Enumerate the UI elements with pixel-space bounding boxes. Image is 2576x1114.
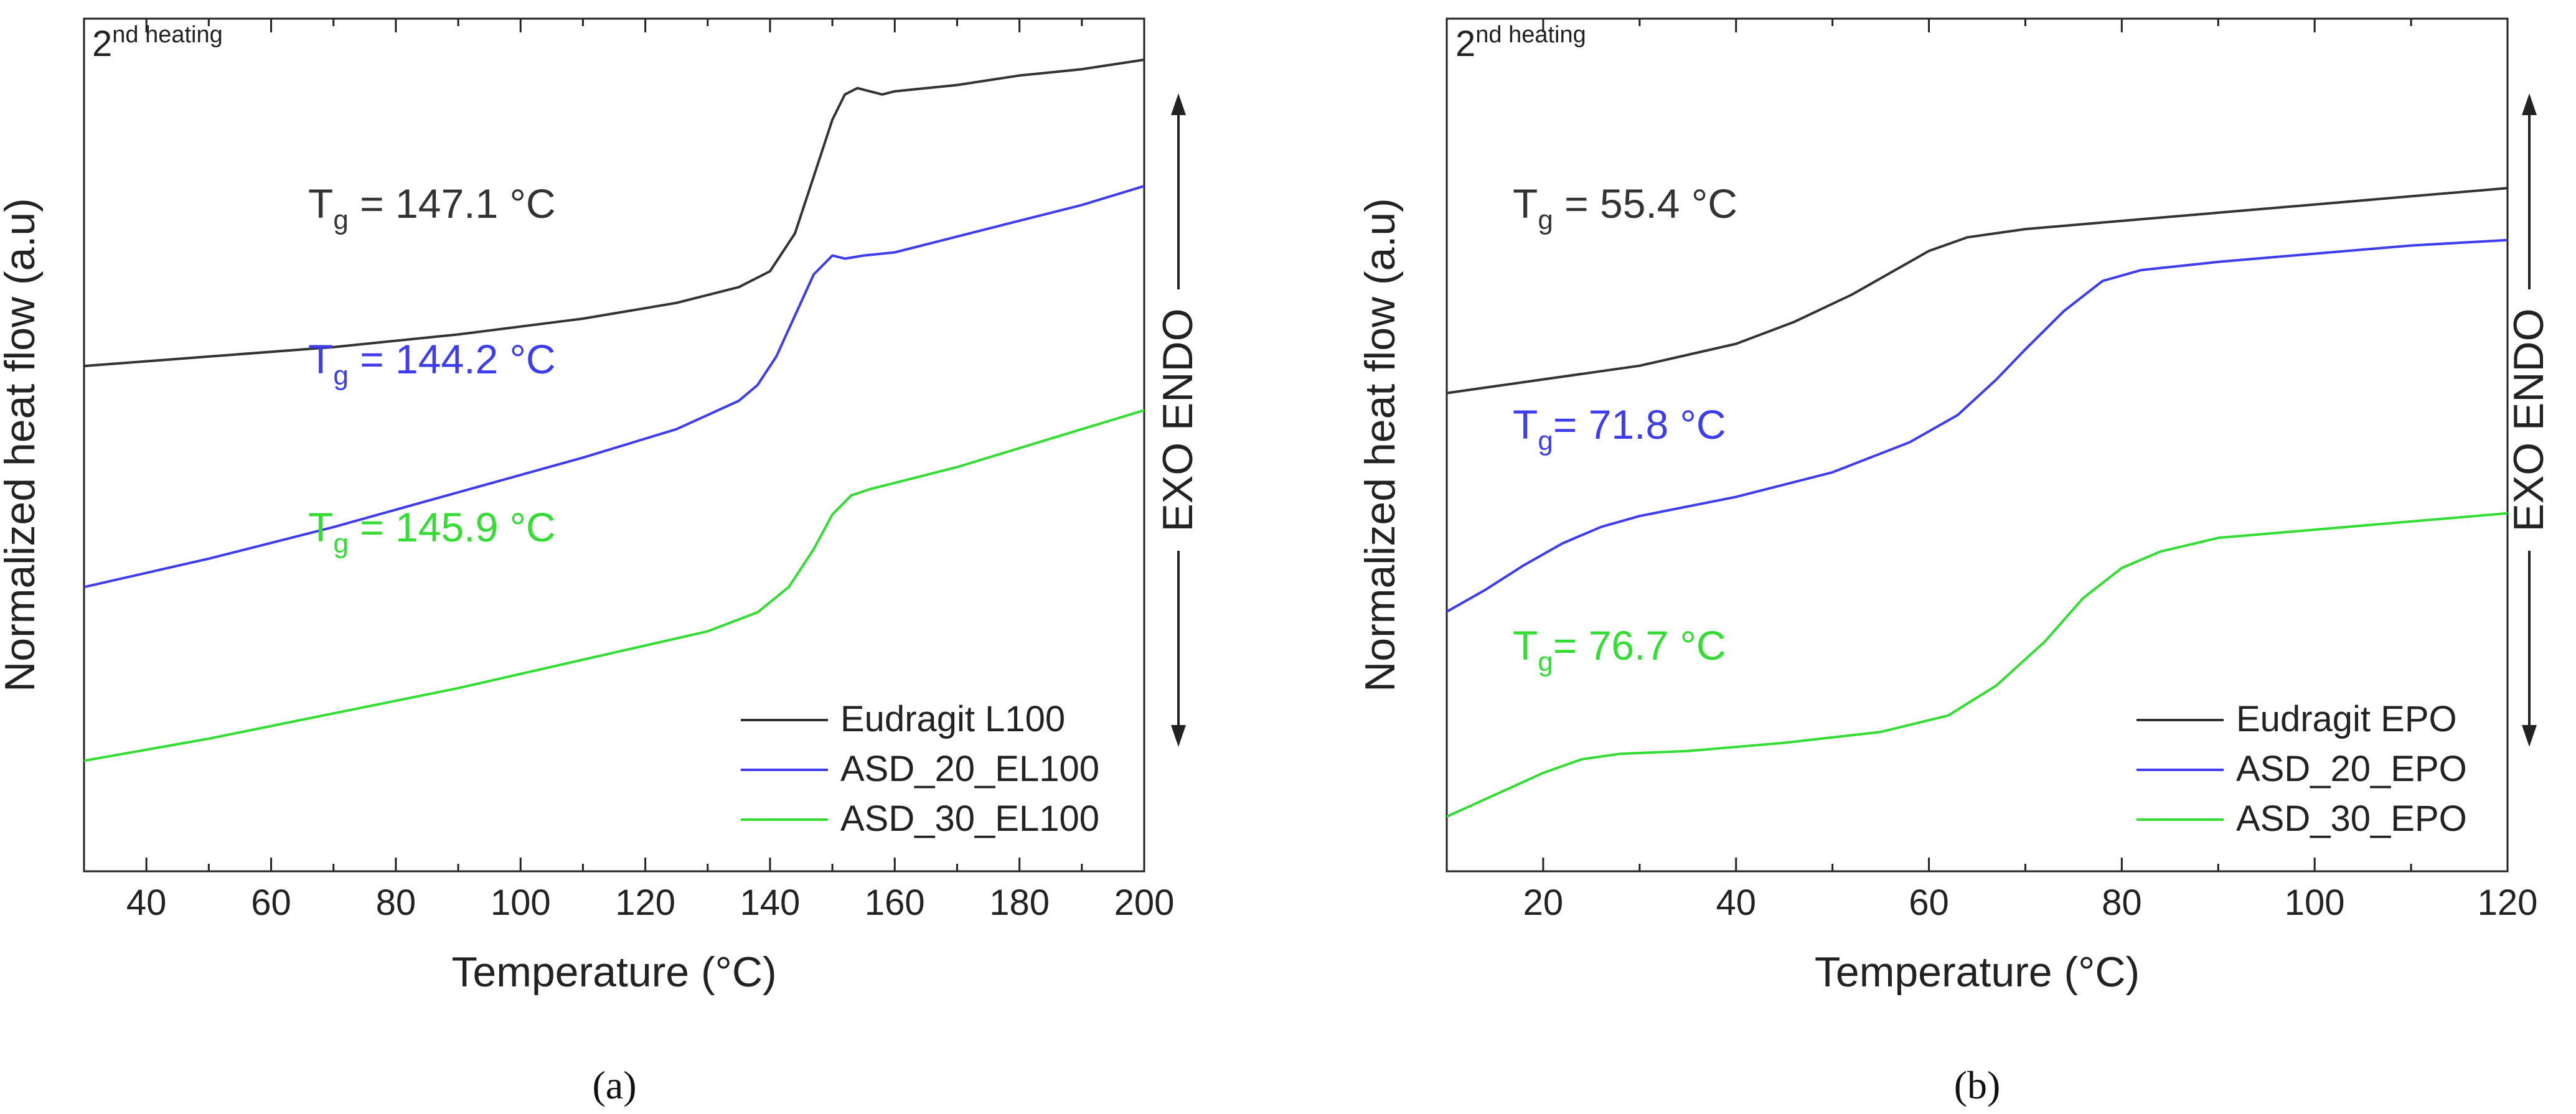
heating-label: 2nd heating [92, 22, 223, 64]
series-line-1 [83, 184, 1145, 589]
tg-annotation-0: Tg = 147.1 °C [308, 180, 556, 235]
tg-symbol: T [308, 180, 333, 227]
endo-arrow-head [1171, 93, 1186, 115]
tg-value: = 71.8 °C [1553, 401, 1726, 447]
heating-prefix: 2 [1455, 24, 1475, 64]
x-tick-label: 100 [2285, 882, 2345, 923]
x-tick-label: 60 [1909, 882, 1949, 923]
x-tick-label: 80 [2102, 882, 2142, 923]
legend-label-2: ASD_30_EL100 [840, 798, 1099, 839]
tg-subscript: g [1538, 205, 1553, 235]
endo-arrow-head [2522, 93, 2537, 115]
x-tick-label: 40 [126, 882, 167, 923]
legend-label-1: ASD_20_EL100 [840, 749, 1099, 789]
tg-symbol: T [1513, 401, 1538, 447]
tg-subscript: g [333, 528, 348, 559]
exo-endo-indicator: EXO ENDO [2505, 93, 2552, 747]
series-line-2 [83, 409, 1145, 762]
tg-value: = 147.1 °C [349, 180, 556, 227]
tg-symbol: T [308, 504, 333, 550]
x-tick-label: 20 [1523, 882, 1564, 923]
heating-superscript: nd heating [1475, 22, 1586, 48]
tg-subscript: g [333, 205, 348, 235]
x-tick-label: 180 [989, 882, 1050, 923]
exo-arrow-head [1171, 725, 1186, 747]
tg-annotation-1: Tg= 71.8 °C [1513, 401, 1726, 456]
tg-symbol: T [308, 336, 333, 382]
legend-label-0: Eudragit L100 [840, 699, 1065, 739]
tg-symbol: T [1513, 180, 1538, 227]
x-tick-label: 100 [491, 882, 551, 923]
tg-subscript: g [1538, 647, 1553, 677]
x-tick-label: 120 [615, 882, 675, 923]
heating-prefix: 2 [92, 24, 112, 64]
exo-endo-indicator: EXO ENDO [1154, 93, 1201, 747]
tg-subscript: g [333, 360, 348, 391]
panel-caption: (a) [592, 1063, 636, 1107]
series-line-0 [1446, 187, 2508, 395]
tg-annotation-2: Tg = 145.9 °C [308, 504, 556, 559]
y-axis-title: Normalized heat flow (a.u) [1356, 198, 1404, 692]
y-axis-title: Normalized heat flow (a.u) [0, 198, 44, 692]
tg-annotation-0: Tg = 55.4 °C [1513, 180, 1737, 235]
chart-panel-b: 20 40 60 80 100 120 Temperature (°C) Normalized… [1356, 17, 2552, 1107]
legend-label-0: Eudragit EPO [2236, 699, 2457, 739]
tg-value: = 145.9 °C [349, 504, 556, 550]
legend-label-1: ASD_20_EPO [2236, 749, 2467, 789]
x-tick-label: 160 [865, 882, 925, 923]
series-line-1 [1446, 238, 2508, 613]
legend-label-2: ASD_30_EPO [2236, 798, 2467, 839]
heating-superscript: nd heating [112, 22, 223, 48]
x-tick-label: 80 [376, 882, 416, 923]
x-tick-label: 140 [740, 882, 801, 923]
series-line-0 [83, 59, 1145, 368]
chart-panel-a: 40 60 80 100 120 140 160 180 200 Temperature (°C)… [0, 17, 1201, 1107]
plot-frame [1445, 17, 2509, 873]
exo-arrow-head [2522, 725, 2537, 747]
tg-annotation-1: Tg = 144.2 °C [308, 336, 556, 391]
tg-value: = 55.4 °C [1553, 180, 1737, 227]
exo-endo-label: EXO ENDO [1154, 309, 1201, 532]
x-tick-label: 200 [1114, 882, 1175, 923]
tg-annotation-2: Tg= 76.7 °C [1513, 622, 1726, 677]
x-tick-label: 120 [2478, 882, 2538, 923]
tg-value: = 76.7 °C [1553, 622, 1726, 668]
x-tick-label: 40 [1716, 882, 1756, 923]
plot-frame [83, 17, 1145, 873]
x-axis-title: Temperature (°C) [451, 948, 776, 996]
heating-label: 2nd heating [1455, 22, 1586, 64]
x-axis-title: Temperature (°C) [1815, 948, 2140, 996]
panel-caption: (b) [1954, 1063, 2001, 1107]
exo-endo-label: EXO ENDO [2505, 309, 2552, 532]
tg-symbol: T [1513, 622, 1538, 668]
x-tick-label: 60 [251, 882, 291, 923]
tg-value: = 144.2 °C [349, 336, 556, 382]
tg-subscript: g [1538, 426, 1553, 456]
series-line-2 [1446, 512, 2508, 818]
